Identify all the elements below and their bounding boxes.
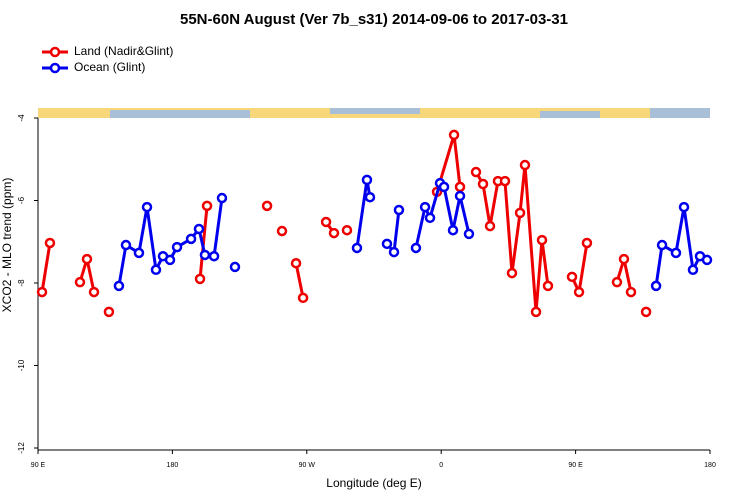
y-tick-label: -8 [17, 279, 26, 287]
point [419, 201, 431, 213]
point [410, 242, 422, 254]
point [185, 233, 197, 245]
point [687, 264, 699, 276]
point [81, 253, 93, 265]
point [351, 242, 363, 254]
point [150, 264, 162, 276]
point [120, 239, 132, 251]
point [581, 237, 593, 249]
point [640, 306, 652, 318]
x-tick-label: 90 W [299, 462, 316, 469]
point [290, 257, 302, 269]
point [530, 306, 542, 318]
point [199, 249, 211, 261]
point [650, 280, 662, 292]
point [320, 216, 332, 228]
y-tick-label: -12 [17, 442, 26, 454]
series-line [117, 179, 708, 287]
series-line [42, 135, 646, 312]
point [229, 261, 241, 273]
point [193, 223, 205, 235]
point [514, 207, 526, 219]
x-tick-label: 0 [439, 462, 443, 469]
y-tick-label: -6 [17, 196, 26, 204]
point [454, 190, 466, 202]
point [381, 238, 393, 250]
point [88, 286, 100, 298]
point [448, 129, 460, 141]
point [470, 166, 482, 178]
legend-marker [49, 46, 61, 58]
map-strip [38, 108, 710, 118]
point [393, 204, 405, 216]
x-axis-label: Longitude (deg E) [326, 476, 421, 490]
point [506, 267, 518, 279]
point [438, 181, 450, 193]
point [388, 246, 400, 258]
point [625, 286, 637, 298]
y-tick-label: -10 [17, 359, 26, 371]
point [36, 286, 48, 298]
point [297, 292, 309, 304]
legend-label: Ocean (Glint) [74, 60, 145, 74]
x-tick-label: 90 E [31, 462, 46, 469]
point [171, 241, 183, 253]
y-tick-label: -4 [17, 114, 26, 122]
point [447, 224, 459, 236]
point [276, 225, 288, 237]
point [701, 254, 713, 266]
point [519, 159, 531, 171]
point [216, 192, 228, 204]
point [44, 237, 56, 249]
point [618, 253, 630, 265]
point [536, 234, 548, 246]
legend-label: Land (Nadir&Glint) [74, 44, 173, 58]
chart-title: 55N-60N August (Ver 7b_s31) 2014-09-06 t… [180, 11, 568, 28]
point [670, 247, 682, 259]
x-tick-label: 180 [167, 462, 179, 469]
point [656, 239, 668, 251]
point [133, 247, 145, 259]
point [484, 220, 496, 232]
point [341, 224, 353, 236]
point [74, 276, 86, 288]
point [103, 306, 115, 318]
point [361, 174, 373, 186]
point [463, 228, 475, 240]
x-tick-label: 180 [704, 462, 716, 469]
point [477, 178, 489, 190]
point [542, 280, 554, 292]
point [573, 286, 585, 298]
point [364, 191, 376, 203]
point [454, 181, 466, 193]
point [678, 201, 690, 213]
point [499, 175, 511, 187]
x-tick-label: 90 E [568, 462, 583, 469]
point [261, 200, 273, 212]
point [566, 271, 578, 283]
point [164, 254, 176, 266]
point [611, 276, 623, 288]
point [424, 212, 436, 224]
point [113, 280, 125, 292]
point [201, 200, 213, 212]
legend-marker [49, 62, 61, 74]
point [194, 273, 206, 285]
point [208, 250, 220, 262]
point [141, 201, 153, 213]
y-axis-label: XCO2 - MLO trend (ppm) [0, 178, 14, 313]
point [328, 227, 340, 239]
